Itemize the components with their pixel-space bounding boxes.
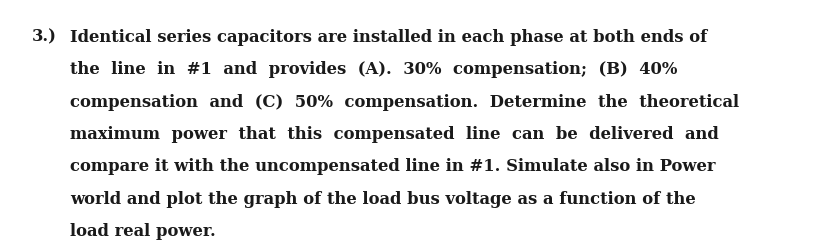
Text: world and plot the graph of the load bus voltage as a function of the: world and plot the graph of the load bus… (70, 191, 696, 208)
Text: load real power.: load real power. (70, 223, 216, 240)
Text: compensation  and  (C)  50%  compensation.  Determine  the  theoretical: compensation and (C) 50% compensation. D… (70, 94, 739, 111)
Text: 3.): 3.) (31, 29, 56, 46)
Text: compare it with the uncompensated line in #1. Simulate also in Power: compare it with the uncompensated line i… (70, 158, 715, 175)
Text: the  line  in  #1  and  provides  (A).  30%  compensation;  (B)  40%: the line in #1 and provides (A). 30% com… (70, 61, 677, 78)
Text: maximum  power  that  this  compensated  line  can  be  delivered  and: maximum power that this compensated line… (70, 126, 719, 143)
Text: Identical series capacitors are installed in each phase at both ends of: Identical series capacitors are installe… (70, 29, 707, 46)
